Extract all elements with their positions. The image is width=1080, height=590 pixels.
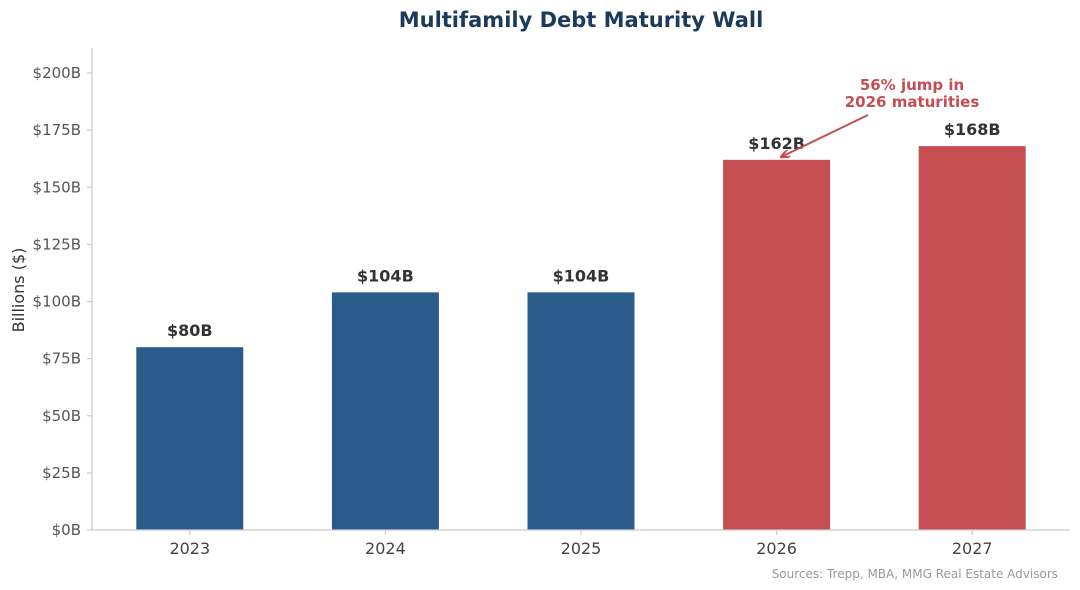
bar-2025 xyxy=(527,292,635,530)
y-axis-label: Billions ($) xyxy=(9,248,28,333)
bar-2027 xyxy=(918,146,1026,530)
x-tick-label-2027: 2027 xyxy=(952,539,993,558)
y-tick-label: $150B xyxy=(33,178,81,196)
bar-2026 xyxy=(723,159,831,530)
x-tick-label-2026: 2026 xyxy=(756,539,797,558)
annotation-text-line2: 2026 maturities xyxy=(845,93,980,111)
annotation-arrow xyxy=(781,114,869,157)
x-tick-label-2025: 2025 xyxy=(561,539,602,558)
source-note: Sources: Trepp, MBA, MMG Real Estate Adv… xyxy=(772,567,1058,581)
x-axis-ticks: 2023 2024 2025 2026 2027 xyxy=(169,530,993,558)
x-tick-label-2024: 2024 xyxy=(365,539,406,558)
y-tick-label: $125B xyxy=(33,235,81,253)
data-label-2025: $104B xyxy=(553,266,610,285)
data-label-2023: $80B xyxy=(167,321,213,340)
bars-group xyxy=(136,146,1026,530)
y-tick-label: $175B xyxy=(33,121,81,139)
x-tick-label-2023: 2023 xyxy=(169,539,210,558)
data-label-2026: $162B xyxy=(748,134,805,153)
data-label-2024: $104B xyxy=(357,266,414,285)
y-axis-ticks: $0B $25B $50B $75B $100B $125B $150B $175B $200B xyxy=(33,64,92,539)
annotation-text-line1: 56% jump in xyxy=(860,76,964,94)
chart-title: Multifamily Debt Maturity Wall xyxy=(399,8,764,32)
bar-2024 xyxy=(331,292,439,530)
bar-2023 xyxy=(136,347,244,530)
y-tick-label: $100B xyxy=(33,293,81,311)
y-tick-label: $75B xyxy=(42,350,81,368)
y-tick-label: $0B xyxy=(52,521,81,539)
data-label-2027: $168B xyxy=(944,120,1001,139)
y-tick-label: $200B xyxy=(33,64,81,82)
y-tick-label: $25B xyxy=(42,464,81,482)
data-labels-group: $80B $104B $104B $162B $168B xyxy=(167,120,1001,340)
y-tick-label: $50B xyxy=(42,407,81,425)
